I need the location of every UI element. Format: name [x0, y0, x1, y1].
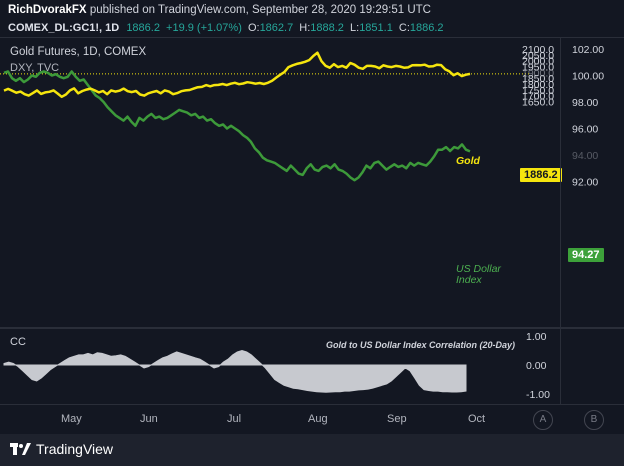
x-tick-may: May [61, 413, 82, 425]
cc-chart[interactable]: 1.00 0.00 -1.00 [0, 329, 624, 404]
symbol-name[interactable]: COMEX_DL:GC1!, 1D [8, 22, 119, 34]
b-scale-button[interactable]: B [584, 410, 604, 430]
x-tick-sep: Sep [387, 413, 407, 425]
cc-axis-tick: 1.00 [526, 331, 547, 343]
author-name[interactable]: RichDvorakFX [8, 4, 87, 16]
usd-series-label: US Dollar Index [456, 264, 501, 286]
tradingview-logo-icon[interactable] [10, 441, 32, 457]
high-value: 1888.2 [310, 22, 344, 34]
dxy-axis-tick: 98.00 [572, 97, 598, 109]
dxy-axis-tick: 100.00 [572, 71, 604, 83]
gold-series-label: Gold [456, 155, 480, 167]
dxy-axis-tick: 94.00 [572, 150, 598, 162]
last-price: 1886.2 [126, 22, 160, 34]
cc-axis-tick: 0.00 [526, 360, 547, 372]
publish-text: published on TradingView.com, September … [90, 4, 431, 16]
gold-axis-tick: 1650.0 [522, 96, 554, 108]
x-tick-jun: Jun [140, 413, 158, 425]
x-tick-aug: Aug [308, 413, 328, 425]
close-label: C: [399, 22, 410, 34]
open-value: 1862.7 [260, 22, 294, 34]
cc-axis-tick: -1.00 [526, 389, 550, 401]
tradingview-brand[interactable]: TradingView [36, 441, 113, 457]
x-tick-jul: Jul [227, 413, 241, 425]
time-axis-border [0, 404, 624, 405]
correlation-area [4, 351, 466, 393]
dxy-axis-tick: 96.00 [572, 124, 598, 136]
dxy-axis-tick: 102.00 [572, 44, 604, 56]
low-label: L: [350, 22, 359, 34]
symbol-bar: COMEX_DL:GC1!, 1D 1886.2 +19.9 (+1.07%) … [8, 22, 444, 34]
dxy-axis-tick: 92.00 [572, 177, 598, 189]
dxy-last-price-tag: 94.27 [568, 248, 604, 262]
right-axis-border [560, 38, 561, 404]
low-value: 1851.1 [359, 22, 393, 34]
price-change: +19.9 (+1.07%) [166, 22, 242, 34]
x-tick-oct: Oct [468, 413, 485, 425]
auto-scale-button[interactable]: A [533, 410, 553, 430]
gold-last-price-tag: 1886.2 [520, 168, 562, 182]
open-label: O: [248, 22, 260, 34]
close-value: 1886.2 [410, 22, 444, 34]
main-chart[interactable]: 2100.02050.02000.01950.01900.01850.01800… [0, 38, 624, 330]
high-label: H: [299, 22, 310, 34]
usd-series-label-line2: Index [456, 275, 501, 286]
publish-info: RichDvorakFX published on TradingView.co… [8, 4, 431, 16]
